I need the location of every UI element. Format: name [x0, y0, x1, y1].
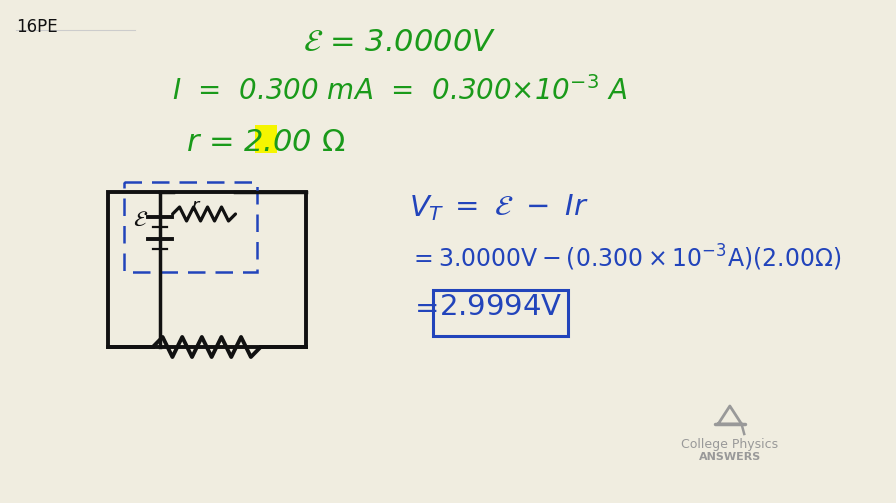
- Text: $V_T$: $V_T$: [409, 193, 444, 223]
- Text: $\mathcal{E}$: $\mathcal{E}$: [133, 210, 149, 230]
- Text: $=\ \mathcal{E}\ -\ Ir$: $=\ \mathcal{E}\ -\ Ir$: [450, 193, 590, 221]
- Text: $=$: $=$: [409, 293, 438, 321]
- Text: 16PE: 16PE: [16, 18, 58, 36]
- Bar: [124, 182, 257, 272]
- Text: $r$: $r$: [191, 197, 201, 215]
- Text: $\mathcal{E}$ = 3.0000V: $\mathcal{E}$ = 3.0000V: [304, 28, 496, 57]
- Text: $= 3.0000\mathrm{V} - (0.300\times10^{-3}\mathrm{A})(2.00\Omega)$: $= 3.0000\mathrm{V} - (0.300\times10^{-3…: [409, 243, 841, 273]
- Bar: [108, 192, 306, 347]
- Bar: [434, 290, 568, 336]
- Text: $r$ = 2.00 $\Omega$: $r$ = 2.00 $\Omega$: [186, 128, 346, 157]
- Text: $I$  =  0.300 mA  =  0.300$\times$10$^{-3}$ A: $I$ = 0.300 mA = 0.300$\times$10$^{-3}$ …: [172, 76, 627, 106]
- FancyBboxPatch shape: [255, 125, 277, 153]
- Text: $2.9994\mathrm{V}$: $2.9994\mathrm{V}$: [439, 293, 562, 321]
- Text: College Physics: College Physics: [681, 438, 779, 451]
- Text: ANSWERS: ANSWERS: [699, 452, 761, 462]
